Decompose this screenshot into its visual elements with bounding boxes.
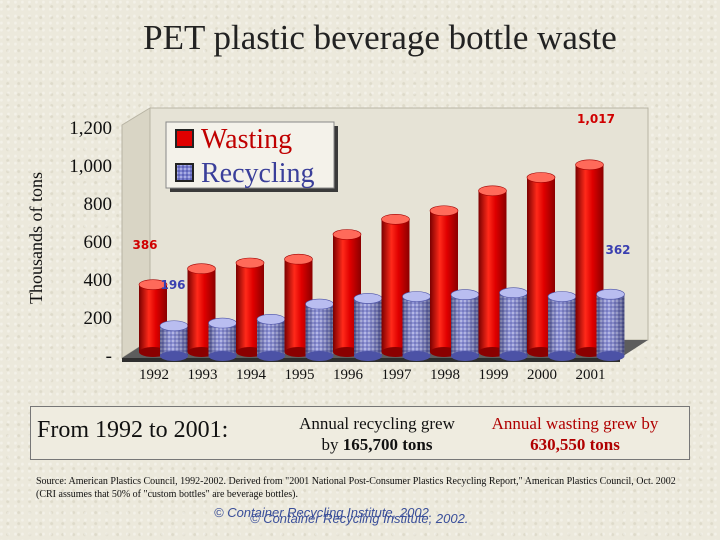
summary-recycling: Annual recycling grew by 165,700 tons <box>277 413 477 455</box>
bar-recycling-1992 <box>159 320 189 361</box>
summary-lead: From 1992 to 2001: <box>37 417 229 443</box>
x-tick-label: 1992 <box>139 367 169 383</box>
summary-box: From 1992 to 2001: Annual recycling grew… <box>30 406 690 460</box>
bar-recycling-1994 <box>256 313 286 361</box>
y-tick-label: - <box>106 346 112 367</box>
x-tick-label: 2000 <box>527 367 557 383</box>
y-tick-label: 1,200 <box>69 118 112 139</box>
y-tick-label: 400 <box>84 270 113 291</box>
data-label: 386 <box>132 238 157 252</box>
y-tick-label: 1,000 <box>69 156 112 177</box>
legend: Wasting Recycling <box>165 121 338 192</box>
bar-recycling-2000 <box>547 291 577 361</box>
bar-recycling-1999 <box>499 287 528 361</box>
data-label: 196 <box>160 278 185 292</box>
x-tick-label: 1995 <box>285 367 315 383</box>
bar-recycling-1998 <box>450 289 480 361</box>
x-tick-label: 1996 <box>333 367 364 383</box>
bar-recycling-1996 <box>353 293 383 361</box>
bar-recycling-1993 <box>208 317 237 361</box>
data-label: 1,017 <box>577 112 615 126</box>
bar-chart: - 200 400 600 800 1,000 1,200 1992 1993 1994 1995… <box>26 107 649 383</box>
legend-label-wasting: Wasting <box>201 124 292 155</box>
bar-recycling-1995 <box>305 298 334 361</box>
page-title: PET plastic beverage bottle waste <box>143 18 617 57</box>
summary-recycling-line1: Annual recycling grew <box>299 414 455 433</box>
y-axis-label: Thousands of tons <box>26 172 46 304</box>
source-note: Source: American Plastics Council, 1992-… <box>36 476 676 500</box>
x-tick-label: 1994 <box>236 367 267 383</box>
legend-label-recycling: Recycling <box>201 158 315 189</box>
data-label: 362 <box>605 243 630 257</box>
summary-wasting: Annual wasting grew by 630,550 tons <box>471 413 679 455</box>
x-tick-label: 2001 <box>576 367 606 383</box>
legend-swatch-recycling <box>175 163 194 182</box>
summary-wasting-line1: Annual wasting grew by <box>491 414 659 433</box>
credit-text-overlap: © Container Recycling Institute, 2002. <box>250 511 469 526</box>
x-tick-label: 1997 <box>382 367 413 383</box>
x-tick-label: 1993 <box>188 367 218 383</box>
y-tick-label: 800 <box>84 194 113 215</box>
summary-recycling-prefix: by <box>321 435 343 454</box>
x-tick-label: 1999 <box>479 367 509 383</box>
summary-wasting-amount: 630,550 tons <box>530 435 620 454</box>
summary-recycling-amount: 165,700 tons <box>342 435 433 454</box>
credit-text: © Container Recycling Institute, 2002. <box>214 505 433 520</box>
bar-recycling-2001 <box>596 288 625 361</box>
bar-recycling-1997 <box>402 291 431 361</box>
bar-wasting-2001 <box>575 159 604 357</box>
y-tick-label: 200 <box>84 308 113 329</box>
y-tick-label: 600 <box>84 232 113 253</box>
legend-swatch-wasting <box>175 129 194 148</box>
x-tick-label: 1998 <box>430 367 460 383</box>
